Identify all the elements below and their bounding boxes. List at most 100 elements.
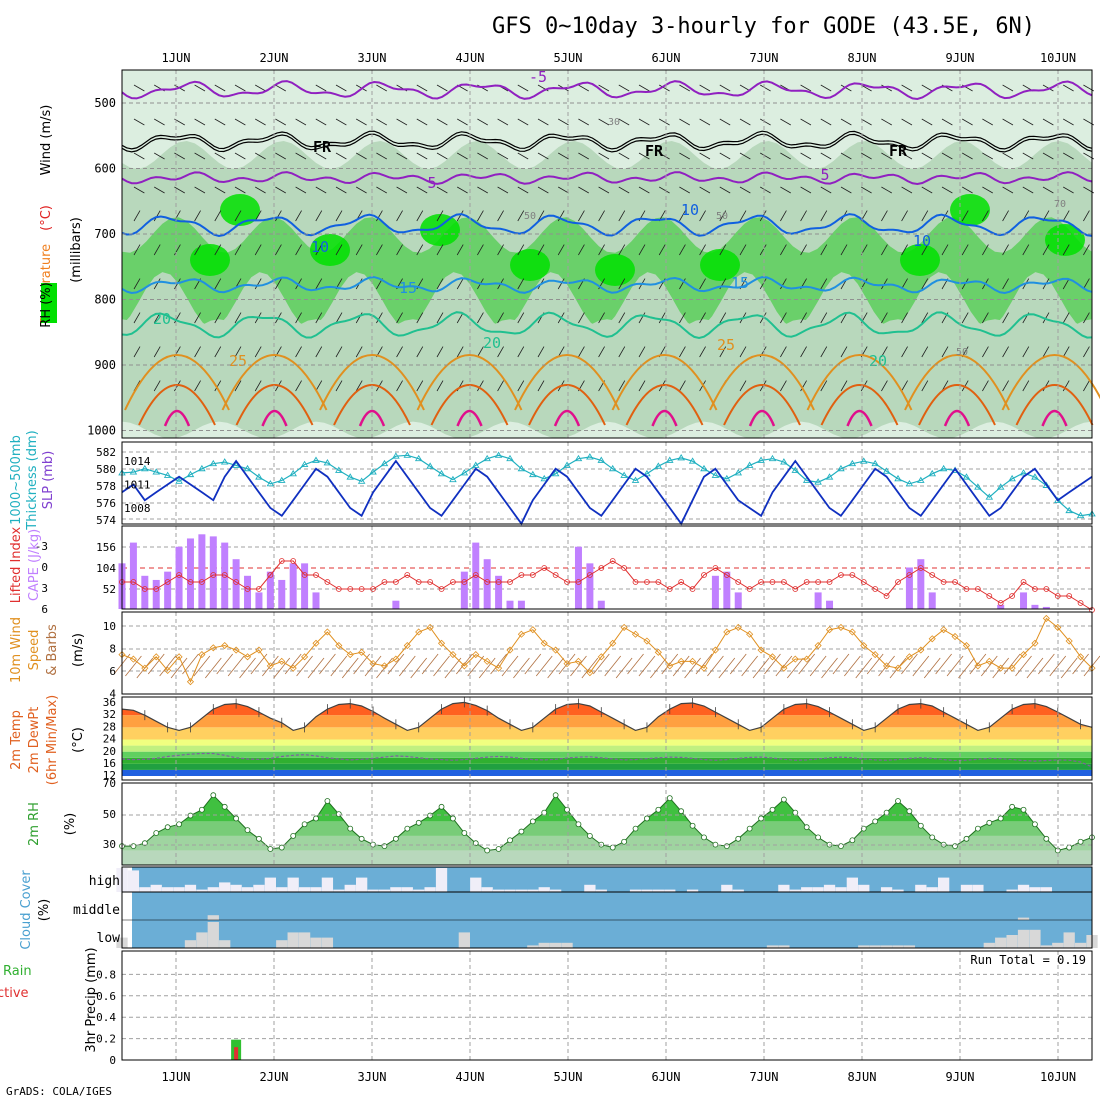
rh-band	[122, 835, 1092, 851]
lifted-index-point	[130, 579, 137, 585]
wind10-barb	[946, 655, 964, 677]
contour-30-arch	[918, 384, 996, 426]
cloud-low-bar	[995, 937, 1007, 948]
rh-point	[552, 792, 559, 799]
wind10-barb	[661, 653, 679, 675]
wind10-ylabel-b: Speed	[27, 630, 42, 671]
wind-barb	[517, 244, 525, 256]
wind-barb	[881, 152, 892, 160]
cloud-high-bar	[481, 887, 493, 892]
slp-tick: 1008	[124, 502, 151, 515]
wind-barb	[436, 346, 444, 358]
wind10-point	[1019, 651, 1028, 659]
wind-barb	[921, 84, 933, 92]
wind10-point	[711, 646, 719, 654]
wind-barb	[638, 186, 650, 194]
lifted-index-point	[792, 586, 799, 592]
contour-30-arch	[1015, 384, 1094, 426]
temp-unit: (°C)	[71, 727, 86, 753]
thickness-point	[985, 493, 994, 500]
wind10-barb	[581, 657, 599, 679]
cape-bar	[917, 559, 925, 609]
lifted-index-point	[895, 579, 901, 585]
cloud-cover-panel: high middle low Cloud Cover (%)	[19, 866, 1098, 950]
rh-point	[609, 844, 616, 851]
wind10-point	[780, 664, 788, 672]
wind-barb	[214, 312, 222, 324]
wind-barb	[214, 380, 222, 392]
rh-point	[723, 843, 730, 849]
cloud-mid-bar	[1017, 917, 1030, 920]
wind-barb	[194, 380, 201, 392]
wind-barb	[699, 118, 711, 126]
wind10-point	[552, 646, 560, 654]
rh-point	[575, 821, 582, 828]
wind-barb	[760, 186, 771, 194]
wind-barb	[436, 186, 448, 194]
wind10-point	[323, 628, 331, 636]
cape-bar	[506, 600, 514, 609]
wind-barb	[921, 312, 929, 324]
wind-barb	[1083, 278, 1090, 290]
thickness-point	[996, 483, 1005, 490]
wind-barb	[254, 210, 262, 222]
rh-point	[769, 806, 776, 813]
cape-ylabel: CAPE (J/kg)	[27, 529, 42, 601]
cloud-low-bar	[310, 937, 322, 948]
thickness-point	[974, 483, 982, 490]
thickness-point	[346, 473, 355, 480]
wind-barb	[436, 380, 444, 392]
wind10-point	[814, 641, 822, 650]
wind10-barb	[1003, 653, 1021, 675]
wind10-barb	[490, 653, 507, 675]
rh-point	[952, 843, 958, 849]
wind-barb	[214, 346, 222, 358]
cloud-high-bar	[652, 889, 664, 892]
wind10-barb	[125, 655, 142, 677]
wind10-point	[472, 651, 480, 659]
wind10-barb	[741, 655, 758, 677]
cape-bar	[723, 571, 731, 609]
rh-point	[621, 838, 628, 845]
wind10-point	[301, 653, 309, 661]
contour-35-arch	[846, 409, 873, 427]
cape-frame	[121, 525, 1093, 610]
wind10-barb	[786, 657, 804, 679]
rh-point	[244, 827, 251, 833]
rh-point	[780, 796, 787, 803]
cloud-low-bar	[298, 932, 311, 948]
wind-barb	[598, 244, 605, 256]
wind-barb	[254, 186, 266, 194]
wind-barb	[881, 118, 892, 126]
lifted-index-point	[1066, 593, 1073, 599]
cloud-high-bar	[1040, 887, 1052, 892]
wind-barb	[679, 210, 686, 222]
wind-barb	[921, 118, 933, 126]
cloud-high-bar	[401, 887, 413, 892]
wind-barb	[699, 312, 706, 324]
wind-barb	[659, 118, 670, 126]
rh-point	[666, 795, 673, 801]
wind-barb	[941, 244, 949, 256]
wind-barb	[1062, 312, 1070, 324]
cloud-low-bar	[219, 940, 231, 948]
wind-barb	[780, 244, 787, 256]
slp-ylabel: SLP (mb)	[41, 451, 56, 510]
wind-barb	[234, 186, 246, 194]
rh-point	[1077, 838, 1084, 845]
thickness-point	[449, 475, 457, 483]
wind-barb	[557, 210, 565, 222]
lifted-index-point	[518, 572, 525, 578]
cloud-unit: (%)	[37, 899, 52, 922]
wind-barb	[840, 152, 852, 160]
li-tick: 3	[41, 582, 48, 595]
wind-barb	[335, 152, 347, 160]
wind-barb	[456, 312, 464, 324]
rh-point	[507, 837, 513, 844]
wind-barb	[416, 152, 428, 160]
wind-barb	[901, 186, 913, 194]
wind-barb	[861, 84, 872, 92]
rh-frame	[121, 782, 1093, 866]
wind-barb	[133, 278, 141, 290]
wind10-barb	[547, 657, 564, 679]
